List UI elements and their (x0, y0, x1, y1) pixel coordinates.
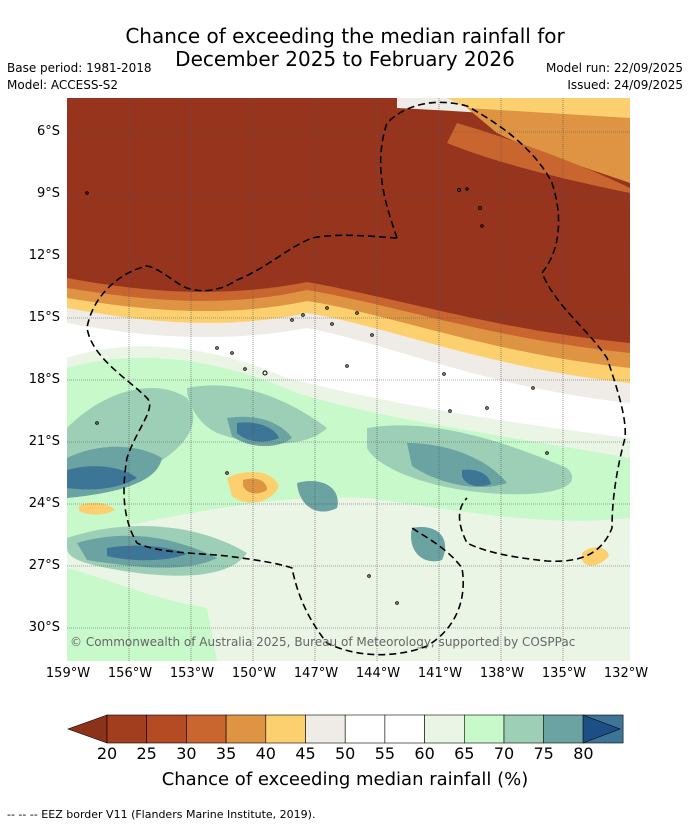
dark-brown-band (67, 98, 630, 343)
lon-label-138w: 138°W (479, 666, 525, 681)
rainfall-map: © Commonwealth of Australia 2025, Bureau… (67, 98, 630, 661)
title-line-2: December 2025 to February 2026 (175, 47, 515, 71)
colorbar-tick-label: 30 (176, 744, 197, 763)
colorbar-tick-label: 45 (295, 744, 316, 763)
lon-label-156w: 156°W (107, 666, 153, 681)
lat-label-6s: 6°S (36, 124, 60, 139)
colorbar-cell (503, 714, 545, 744)
eez-border-north (86, 234, 464, 656)
lon-label-132w: 132°W (603, 666, 649, 681)
lat-label-27s: 27°S (28, 558, 60, 573)
colorbar-cell (265, 714, 306, 744)
lat-label-12s: 12°S (28, 248, 60, 263)
colorbar-cell (384, 714, 425, 744)
green-region-central (187, 385, 327, 444)
lon-label-147w: 147°W (293, 666, 339, 681)
colorbar-tick-label: 80 (573, 744, 594, 763)
model-run: Model run: 22/09/2025 (545, 61, 683, 75)
orange-patch-central-inner (243, 478, 267, 494)
colorbar-tick-label: 70 (493, 744, 515, 763)
colorbar-tick-label: 25 (136, 744, 157, 763)
colorbar-tick-label: 65 (454, 744, 475, 763)
issued-date: Issued: 24/09/2025 (567, 78, 683, 92)
blue-region-west (67, 466, 137, 490)
copyright-notice: © Commonwealth of Australia 2025, Bureau… (70, 635, 575, 649)
colorbar-cell (305, 714, 346, 744)
lon-label-153w: 153°W (169, 666, 215, 681)
lat-label-24s: 24°S (28, 496, 60, 511)
north-fringe-orange (467, 108, 630, 183)
blue-region-central (237, 422, 279, 442)
lon-label-141w: 141°W (417, 666, 463, 681)
colorbar-cell (106, 714, 148, 744)
colorbar-tick-label: 60 (414, 744, 435, 763)
lon-label-159w: 159°W (45, 666, 91, 681)
islands (85, 187, 549, 605)
colorbar-tick-label: 20 (96, 744, 118, 763)
teal-region-se (411, 527, 446, 562)
colorbar-cell (146, 714, 187, 744)
lat-label-15s: 15°S (28, 310, 60, 325)
title-line-1: Chance of exceeding the median rainfall … (125, 24, 565, 48)
colorbar (67, 714, 624, 744)
colorbar-tick-label: 35 (215, 744, 237, 763)
mint-region-south (67, 568, 217, 661)
colorbar-low-extend (67, 714, 108, 744)
orange-patch-east (582, 547, 609, 566)
lat-label-21s: 21°S (28, 434, 60, 449)
lat-label-18s: 18°S (28, 372, 60, 387)
north-fringe-rust (447, 123, 630, 193)
lat-label-9s: 9°S (36, 186, 60, 201)
blue-region-south (107, 545, 187, 561)
colorbar-cell (424, 714, 465, 744)
lon-label-144w: 144°W (355, 666, 401, 681)
blue-region-east (462, 469, 491, 487)
lon-label-135w: 135°W (541, 666, 587, 681)
colorbar-cell (463, 714, 505, 744)
colorbar-high-extend (582, 714, 621, 744)
colorbar-tick-label: 75 (533, 744, 554, 763)
colorbar-cell (225, 714, 267, 744)
orange-patch-west (79, 502, 115, 515)
colorbar-title: Chance of exceeding median rainfall (%) (161, 769, 529, 790)
colorbar-cell (344, 714, 386, 744)
colorbar-tick-label: 55 (374, 744, 396, 763)
colorbar-cells (106, 714, 624, 744)
colorbar-cell (186, 714, 227, 744)
model-name: Model: ACCESS-S2 (7, 78, 119, 92)
colorbar-cell (543, 714, 584, 744)
colorbar-tick-label: 50 (335, 744, 356, 763)
colorbar-tick-label: 40 (255, 744, 276, 763)
eez-footnote: -- -- -- EEZ border V11 (Flanders Marine… (7, 808, 316, 821)
lon-label-150w: 150°W (231, 666, 277, 681)
lat-label-30s: 30°S (28, 620, 60, 635)
base-period: Base period: 1981-2018 (7, 61, 152, 75)
